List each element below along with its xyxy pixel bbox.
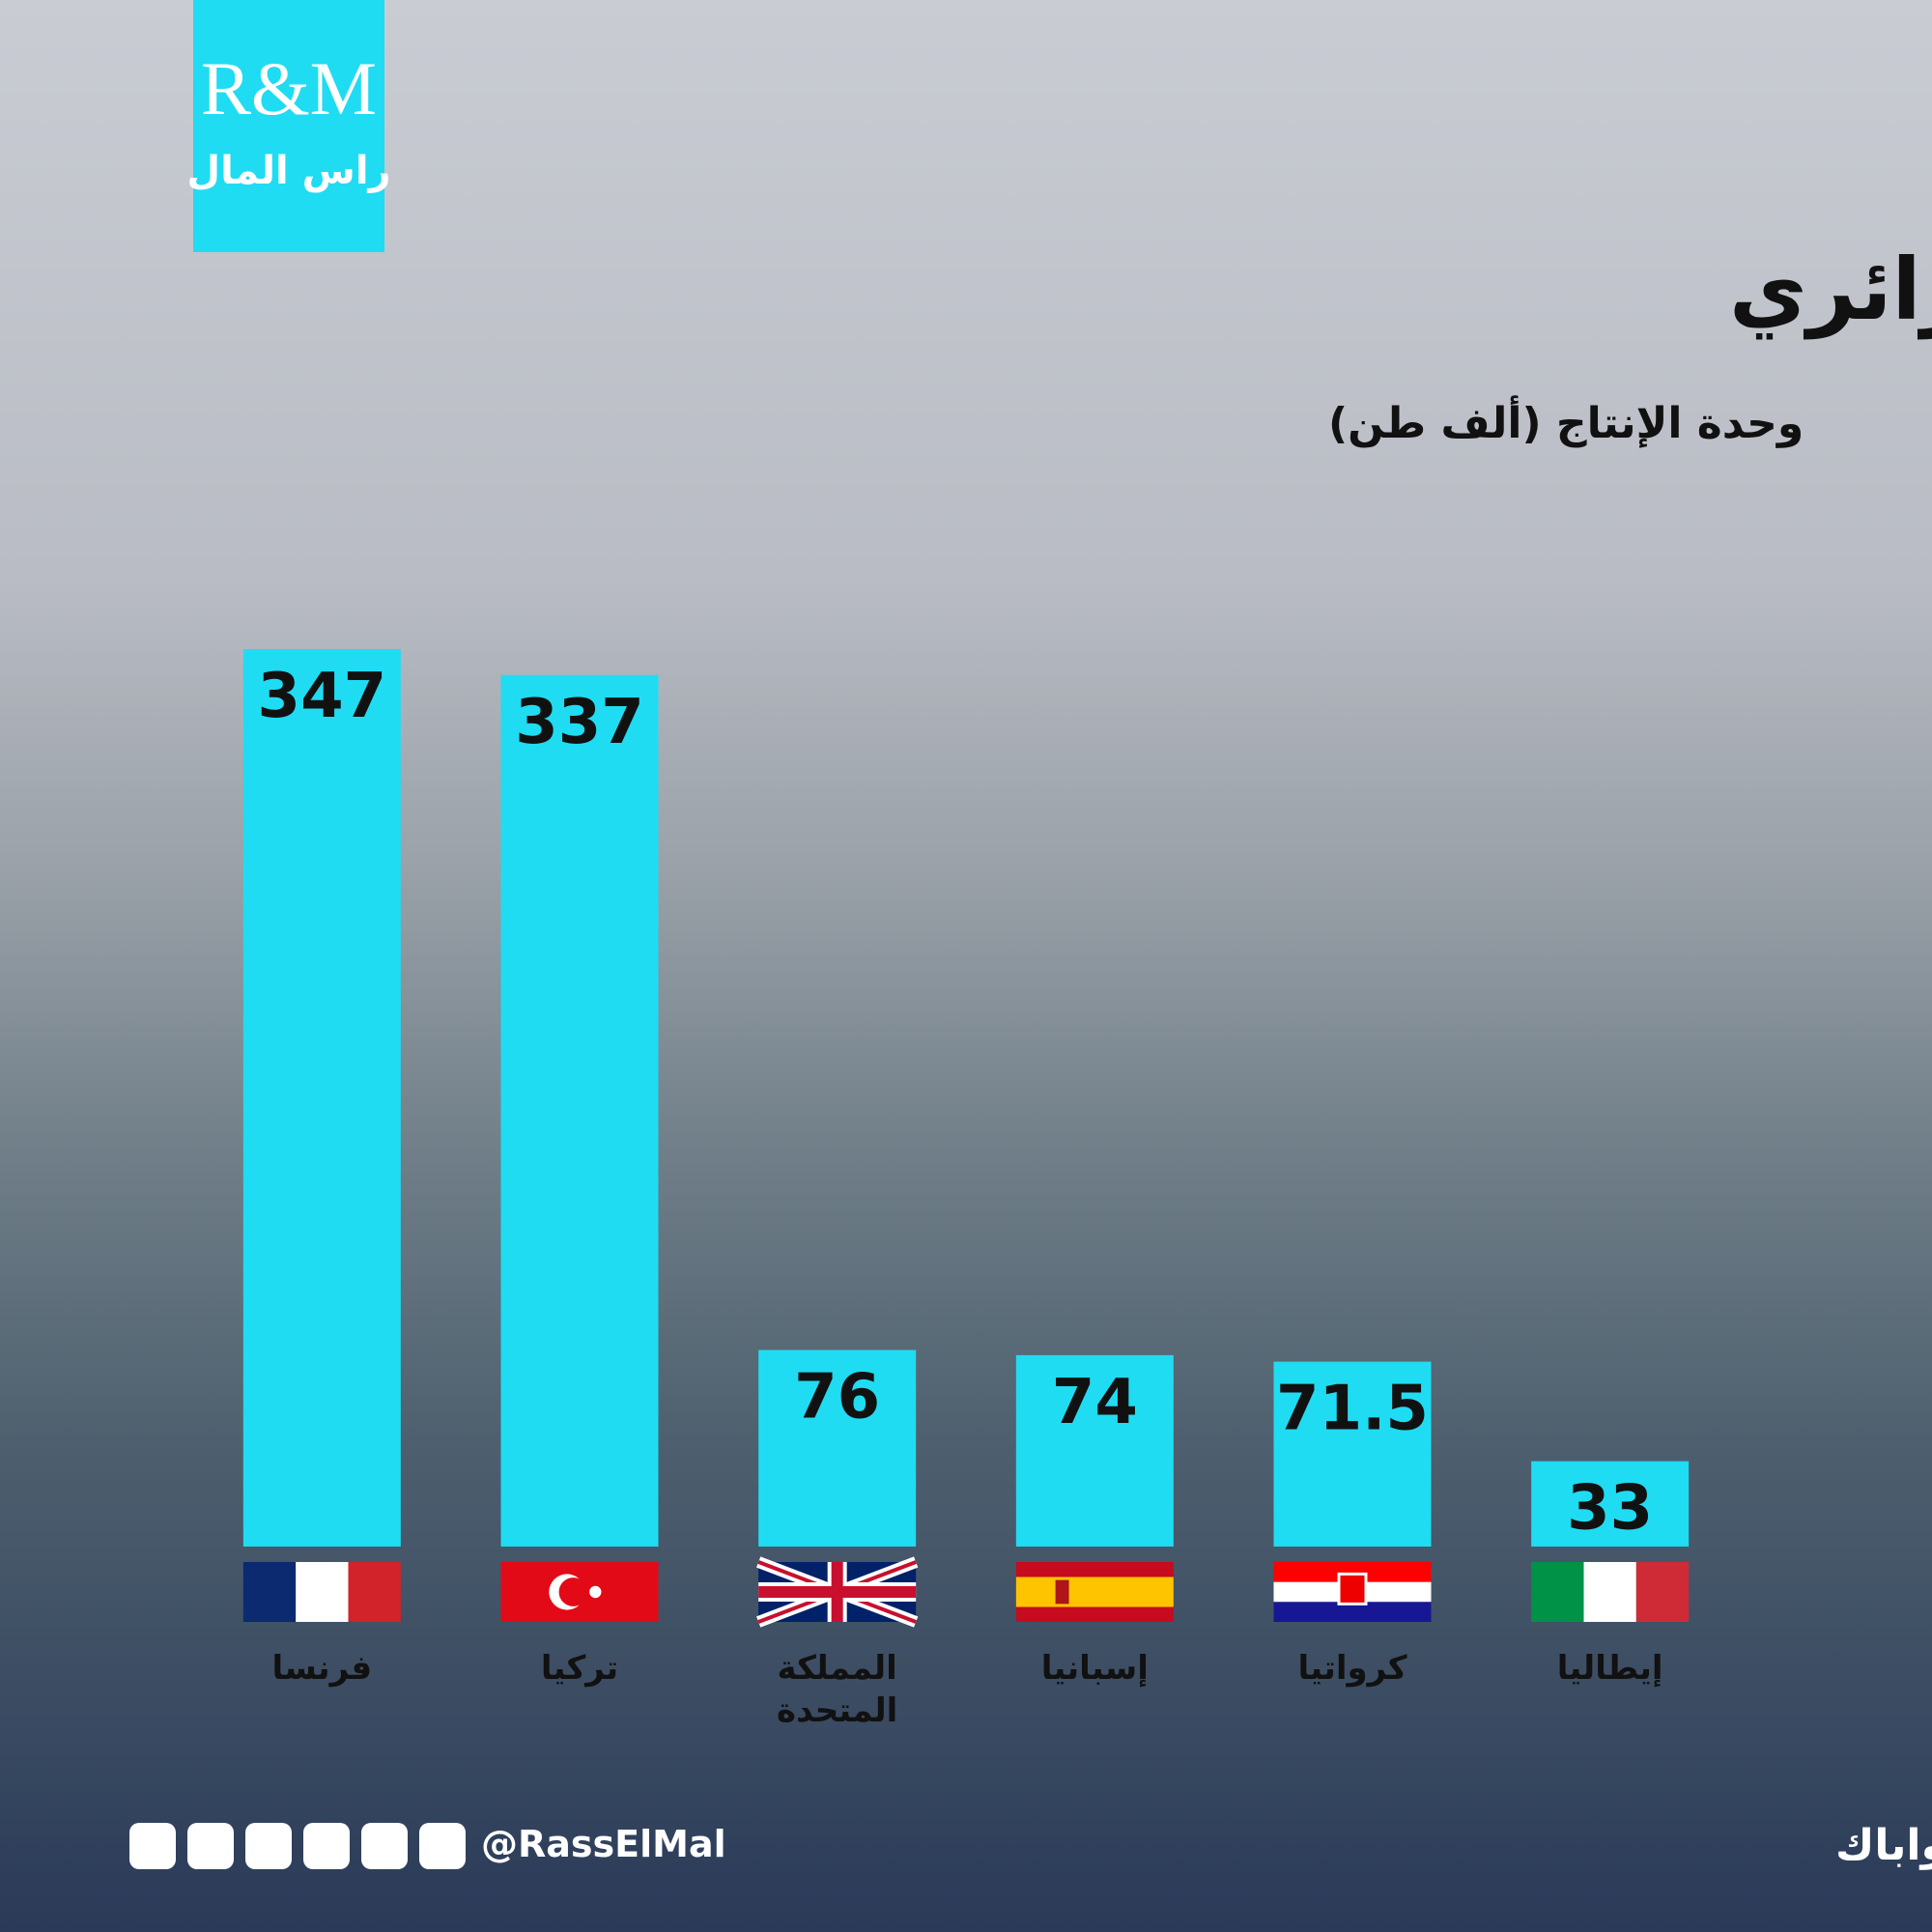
- logo-box: [193, 0, 384, 252]
- flag: [1337, 1572, 1368, 1605]
- source-note: المصدر : وحدة أبحاث الطاقة - أواباك: [1835, 1817, 1932, 1870]
- value-label: 76: [794, 1362, 880, 1434]
- bar: [500, 674, 659, 1547]
- flag: [558, 1577, 588, 1606]
- flag: [296, 1562, 349, 1622]
- flag: [1583, 1562, 1636, 1622]
- bar: [1015, 1354, 1174, 1547]
- category-label: كرواتيا: [1297, 1649, 1407, 1688]
- value-label: 74: [1052, 1367, 1138, 1438]
- category-label: إسبانيا: [1040, 1649, 1149, 1688]
- flag: [242, 1562, 297, 1622]
- flag: [758, 1586, 917, 1598]
- bar: [1273, 1361, 1432, 1547]
- social-icons: [129, 1823, 466, 1869]
- flag: [589, 1585, 602, 1599]
- logo-name: راس المال: [186, 149, 390, 193]
- category-label: المملكة المتحدة: [777, 1649, 898, 1731]
- flag: [1531, 1562, 1584, 1622]
- chart-subtitle: وحدة الإنتاج (ألف طن): [1328, 395, 1804, 448]
- value-label: 71.5: [1276, 1374, 1429, 1445]
- flag: [1273, 1562, 1432, 1582]
- flag: [1273, 1602, 1432, 1622]
- value-label: 33: [1567, 1473, 1653, 1545]
- logo-mark: R&M: [201, 46, 377, 130]
- bar: [758, 1350, 917, 1547]
- chart-title: أكبر مستوردي الغاز المسال الجزائري: [1729, 234, 1932, 340]
- value-label: 347: [258, 661, 387, 732]
- flag: [1015, 1577, 1174, 1607]
- flag: [1055, 1579, 1069, 1605]
- social-handle: @RassElMal: [481, 1823, 726, 1865]
- category-label: تركيا: [540, 1649, 619, 1688]
- category-label: فرنسا: [271, 1649, 373, 1688]
- flag: [1635, 1562, 1690, 1622]
- bar: [242, 649, 401, 1547]
- flag: [348, 1562, 401, 1622]
- category-label: إيطاليا: [1556, 1649, 1663, 1688]
- bar: [1531, 1461, 1690, 1547]
- value-label: 337: [515, 687, 644, 758]
